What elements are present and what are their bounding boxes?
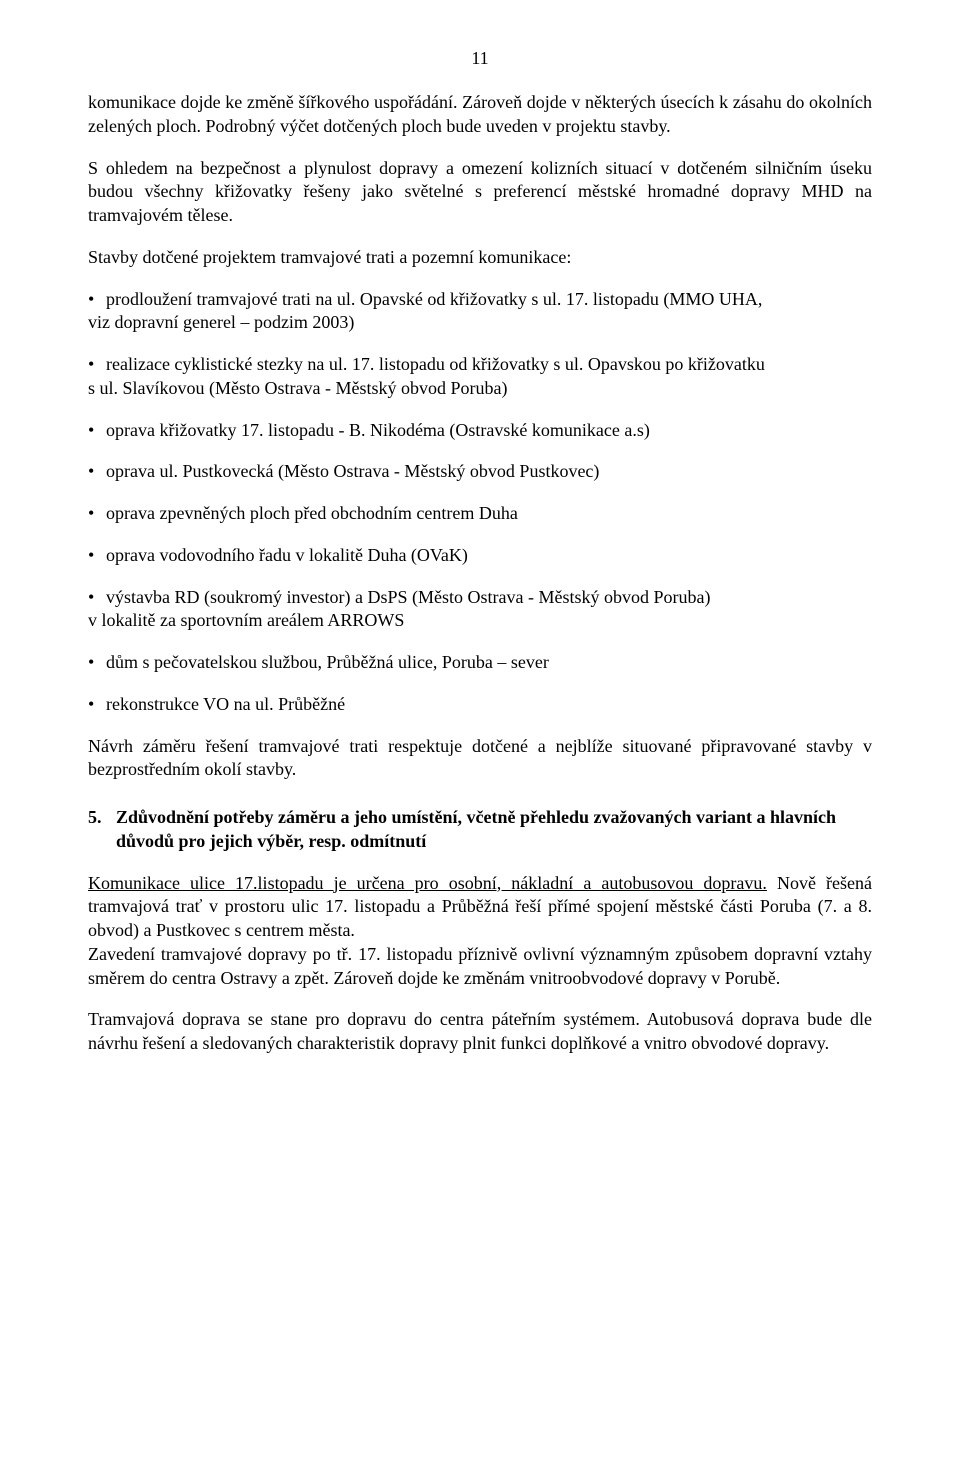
bullet-item: • oprava zpevněných ploch před obchodním…	[88, 502, 872, 526]
paragraph: Stavby dotčené projektem tramvajové trat…	[88, 246, 872, 270]
bullet-continuation: viz dopravní generel – podzim 2003)	[88, 311, 872, 335]
bullet-item: • rekonstrukce VO na ul. Průběžné	[88, 693, 872, 717]
bullet-text: oprava vodovodního řadu v lokalitě Duha …	[106, 544, 872, 568]
section-number: 5.	[88, 806, 116, 854]
bullet-icon: •	[88, 288, 106, 312]
paragraph: komunikace dojde ke změně šířkového uspo…	[88, 91, 872, 139]
document-page: 11 komunikace dojde ke změně šířkového u…	[0, 0, 960, 1122]
bullet-text: oprava ul. Pustkovecká (Město Ostrava - …	[106, 460, 872, 484]
paragraph: Tramvajová doprava se stane pro dopravu …	[88, 1008, 872, 1056]
bullet-icon: •	[88, 586, 106, 610]
bullet-icon: •	[88, 502, 106, 526]
page-number: 11	[88, 48, 872, 69]
bullet-icon: •	[88, 460, 106, 484]
bullet-item: • prodloužení tramvajové trati na ul. Op…	[88, 288, 872, 312]
section-heading: 5. Zdůvodnění potřeby záměru a jeho umís…	[88, 806, 872, 854]
bullet-continuation: v lokalitě za sportovním areálem ARROWS	[88, 609, 872, 633]
paragraph: S ohledem na bezpečnost a plynulost dopr…	[88, 157, 872, 228]
bullet-icon: •	[88, 544, 106, 568]
paragraph: Návrh záměru řešení tramvajové trati res…	[88, 735, 872, 783]
bullet-text: oprava křižovatky 17. listopadu - B. Nik…	[106, 419, 872, 443]
bullet-icon: •	[88, 651, 106, 675]
bullet-icon: •	[88, 419, 106, 443]
bullet-item: • dům s pečovatelskou službou, Průběžná …	[88, 651, 872, 675]
bullet-item: • oprava vodovodního řadu v lokalitě Duh…	[88, 544, 872, 568]
bullet-icon: •	[88, 693, 106, 717]
section-title: Zdůvodnění potřeby záměru a jeho umístěn…	[116, 806, 872, 854]
paragraph: Zavedení tramvajové dopravy po tř. 17. l…	[88, 943, 872, 991]
bullet-text: výstavba RD (soukromý investor) a DsPS (…	[106, 586, 872, 610]
bullet-continuation: s ul. Slavíkovou (Město Ostrava - Městsk…	[88, 377, 872, 401]
bullet-text: oprava zpevněných ploch před obchodním c…	[106, 502, 872, 526]
bullet-text: prodloužení tramvajové trati na ul. Opav…	[106, 288, 872, 312]
bullet-item: • oprava ul. Pustkovecká (Město Ostrava …	[88, 460, 872, 484]
paragraph: Komunikace ulice 17.listopadu je určena …	[88, 872, 872, 943]
bullet-icon: •	[88, 353, 106, 377]
bullet-text: rekonstrukce VO na ul. Průběžné	[106, 693, 872, 717]
bullet-item: • výstavba RD (soukromý investor) a DsPS…	[88, 586, 872, 610]
bullet-item: • realizace cyklistické stezky na ul. 17…	[88, 353, 872, 377]
bullet-text: dům s pečovatelskou službou, Průběžná ul…	[106, 651, 872, 675]
underlined-text: Komunikace ulice 17.listopadu je určena …	[88, 873, 767, 893]
bullet-item: • oprava křižovatky 17. listopadu - B. N…	[88, 419, 872, 443]
bullet-text: realizace cyklistické stezky na ul. 17. …	[106, 353, 872, 377]
